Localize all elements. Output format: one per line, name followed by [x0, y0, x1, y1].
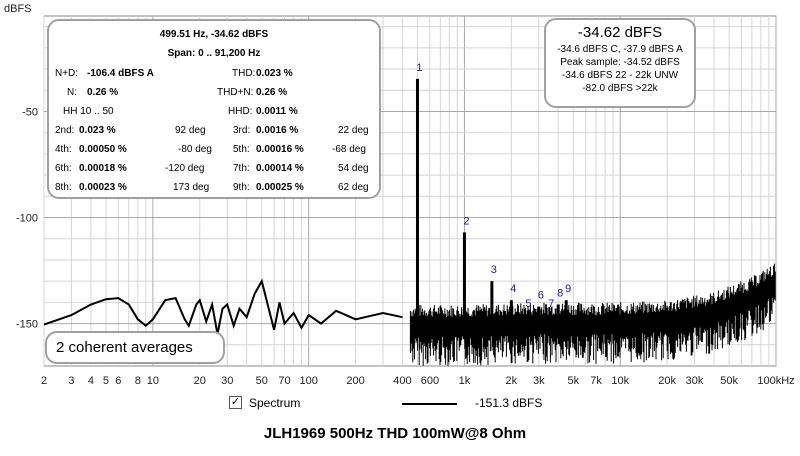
x-tick-label: 2k	[506, 375, 518, 387]
x-tick-label: 8	[135, 375, 141, 387]
span-readout: Span: 0 .. 91,200 Hz	[167, 48, 261, 59]
x-tick-label: 30	[221, 375, 233, 387]
x-axis-ticks: 2 3 4 5 6 8 10 20 30 50 70 100 200 400 600 1k 2k 3k 5k 7k 10…	[41, 375, 795, 387]
spectrum-trace	[43, 78, 776, 366]
harmonic-phase: 173 deg	[173, 182, 210, 193]
thd-label: THD:	[232, 68, 256, 79]
y-tick-label: -150	[16, 319, 38, 331]
x-tick-label: 600	[421, 375, 439, 387]
harmonic-value: 0.0016 %	[256, 125, 299, 136]
x-tick-label: 5	[103, 375, 109, 387]
harmonic-label: 2nd:	[55, 125, 75, 136]
harmonic-label: 5	[525, 298, 531, 310]
harmonic-phase: 62 deg	[338, 182, 369, 193]
nd-value: -106.4 dBFS A	[87, 68, 154, 79]
x-tick-label: 1k	[459, 375, 471, 387]
x-tick-label: 20k	[658, 375, 676, 387]
harmonic-value: 0.00050 %	[79, 144, 127, 155]
harmonic-label: 1	[416, 62, 422, 74]
harmonic-label: 3rd:	[233, 125, 251, 136]
harmonic-label: 6	[538, 290, 544, 302]
x-tick-label: 400	[393, 375, 411, 387]
x-tick-label: 3	[68, 375, 74, 387]
level-panel: -34.62 dBFS -34.6 dBFS C, -37.9 dBFS A P…	[544, 18, 696, 108]
harmonic-value: 0.00014 %	[256, 163, 304, 174]
harmonic-label: 9th:	[233, 182, 250, 193]
n-label: N:	[67, 87, 77, 98]
harmonic-phase: -68 deg	[332, 144, 366, 155]
harmonic-label: 7th:	[233, 163, 250, 174]
n-value: 0.26 %	[87, 87, 119, 98]
nd-label: N+D:	[55, 68, 79, 79]
unweighted-level: -34.6 dBFS 22 - 22k UNW	[561, 70, 679, 81]
harmonic-label: 2	[463, 215, 469, 227]
harmonic-value: 0.00016 %	[256, 144, 304, 155]
x-tick-label: 200	[346, 375, 364, 387]
noise-floor-trace	[409, 263, 776, 366]
harmonic-phase: 22 deg	[338, 125, 369, 136]
fundamental-readout: 499.51 Hz, -34.62 dBFS	[159, 29, 269, 40]
harmonic-value: 0.023 %	[79, 125, 116, 136]
harmonic-label: 6th:	[55, 163, 72, 174]
x-tick-label: 2	[41, 375, 47, 387]
legend-line-swatch	[402, 403, 457, 405]
x-tick-label: 100kHz	[757, 375, 794, 387]
x-tick-label: 10	[147, 375, 159, 387]
low-frequency-trace	[43, 278, 403, 335]
hhd-value: 0.0011 %	[256, 106, 298, 117]
weighted-level: -34.6 dBFS C, -37.9 dBFS A	[557, 44, 683, 55]
y-axis-label: dBFS	[4, 3, 32, 15]
above-band-level: -82.0 dBFS >22k	[582, 83, 658, 94]
harmonic-label: 8	[557, 287, 563, 299]
harmonic-label: 4	[510, 283, 516, 295]
y-tick-label: -50	[22, 106, 38, 118]
harmonic-phase: -120 deg	[165, 163, 205, 174]
harmonic-label: 8th:	[55, 182, 72, 193]
thdn-label: THD+N:	[217, 87, 254, 98]
harmonic-value: 0.00025 %	[256, 182, 304, 193]
thd-value: 0.023 %	[256, 68, 293, 79]
x-tick-label: 6	[115, 375, 121, 387]
x-tick-label: 4	[88, 375, 94, 387]
x-tick-label: 70	[278, 375, 290, 387]
level-readout: -34.62 dBFS	[577, 24, 663, 41]
chart-title: JLH1969 500Hz THD 100mW@8 Ohm	[263, 425, 527, 442]
averages-label: 2 coherent averages	[56, 339, 193, 356]
hhd-label: HHD:	[228, 106, 253, 117]
harmonic-phase: -80 deg	[178, 144, 212, 155]
legend-value: -151.3 dBFS	[475, 396, 543, 410]
thdn-value: 0.26 %	[256, 87, 288, 98]
harmonic-label: 3	[491, 264, 497, 276]
x-tick-label: 7k	[590, 375, 602, 387]
averages-badge: 2 coherent averages	[45, 331, 225, 364]
peak-sample: Peak sample: -34.52 dBFS	[560, 57, 680, 68]
measurement-panel: 499.51 Hz, -34.62 dBFS Span: 0 .. 91,200…	[47, 19, 381, 199]
harmonic-value: 0.00023 %	[79, 182, 127, 193]
harmonic-label: 9	[565, 283, 571, 295]
x-tick-label: 50k	[720, 375, 738, 387]
x-tick-label: 20	[194, 375, 206, 387]
harmonic-label: 7	[548, 298, 554, 310]
y-tick-label: -100	[16, 213, 38, 225]
x-tick-label: 10k	[611, 375, 629, 387]
harmonic-label: 4th:	[55, 144, 72, 155]
x-tick-label: 100	[299, 375, 317, 387]
y-axis-ticks: -50 -100 -150	[16, 106, 38, 330]
legend-series-label: Spectrum	[249, 396, 301, 410]
harmonic-value: 0.00018 %	[79, 163, 127, 174]
x-tick-label: 50	[256, 375, 268, 387]
harmonic-phase: 92 deg	[175, 125, 206, 136]
hh-range-label: HH 10 .. 50	[63, 106, 114, 117]
spectrum-checkbox[interactable]: ✓	[229, 396, 242, 409]
harmonic-phase: 54 deg	[338, 163, 369, 174]
x-tick-label: 3k	[533, 375, 545, 387]
harmonic-label: 5th:	[233, 144, 250, 155]
x-tick-label: 5k	[568, 375, 580, 387]
x-tick-label: 30k	[686, 375, 704, 387]
